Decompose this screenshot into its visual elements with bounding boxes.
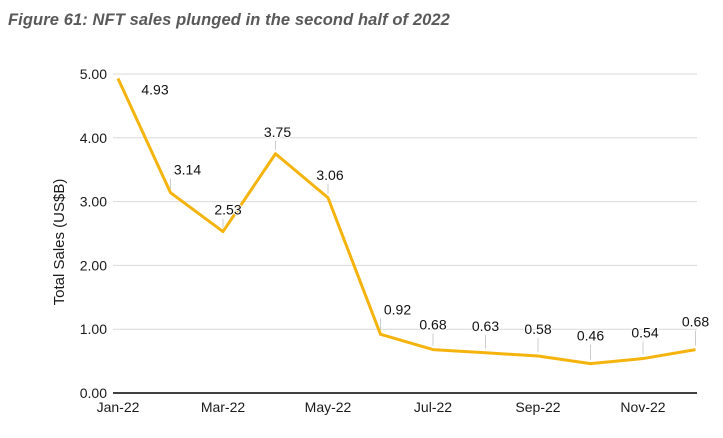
data-label: 0.54 [631, 325, 658, 341]
x-tick-label: May-22 [305, 399, 352, 415]
data-label: 0.63 [472, 318, 499, 334]
data-label: 4.93 [141, 81, 168, 97]
y-tick-label: 4.00 [80, 130, 107, 146]
data-label: 0.46 [577, 328, 604, 344]
data-label: 0.68 [682, 314, 709, 330]
data-label: 2.53 [214, 202, 241, 218]
x-tick-label: Sep-22 [515, 399, 560, 415]
x-tick-label: Jan-22 [97, 399, 140, 415]
x-tick-label: Nov-22 [620, 399, 665, 415]
y-axis-title: Total Sales (US$B) [51, 179, 68, 306]
data-label: 0.68 [419, 317, 446, 333]
data-label: 3.14 [174, 162, 201, 178]
data-label: 3.06 [316, 167, 343, 183]
y-tick-label: 0.00 [80, 385, 107, 401]
y-tick-label: 2.00 [80, 257, 107, 273]
data-label: 0.92 [384, 301, 411, 317]
data-label: 0.58 [524, 321, 551, 337]
figure-title: Figure 61: NFT sales plunged in the seco… [8, 11, 450, 29]
y-tick-label: 3.00 [80, 194, 107, 210]
y-tick-label: 1.00 [80, 321, 107, 337]
x-tick-label: Mar-22 [201, 399, 246, 415]
y-tick-label: 5.00 [80, 66, 107, 82]
x-tick-label: Jul-22 [414, 399, 452, 415]
data-label: 3.75 [264, 124, 291, 140]
series-line [116, 77, 696, 366]
